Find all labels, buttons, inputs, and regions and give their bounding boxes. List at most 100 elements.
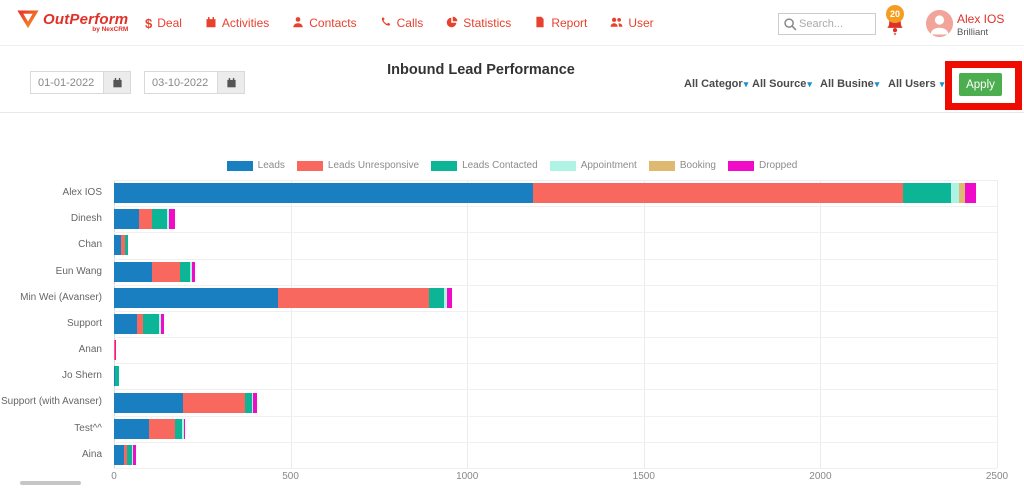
bar-segment[interactable] [114, 287, 279, 308]
bar-segment[interactable] [131, 444, 134, 465]
bar-segment[interactable] [151, 261, 181, 282]
nav-item-contacts[interactable]: Contacts [292, 16, 357, 31]
app-logo[interactable]: OutPerform by NexCRM [16, 8, 128, 35]
bar-segment[interactable] [133, 444, 136, 465]
grid-line-vertical [290, 180, 292, 468]
report-icon [534, 16, 546, 31]
bar-segment[interactable] [252, 392, 254, 413]
bar-segment[interactable] [446, 287, 452, 308]
bar-segment[interactable] [127, 444, 132, 465]
bar-segment[interactable] [114, 418, 149, 439]
y-axis-label: Min Wei (Avanser) [20, 291, 102, 303]
grid-line-horizontal [114, 389, 997, 391]
bar-segment[interactable] [148, 418, 176, 439]
nav-item-calls[interactable]: Calls [380, 16, 423, 31]
bar-segment[interactable] [443, 287, 447, 308]
chevron-down-icon: ▾ [874, 79, 880, 89]
bar-segment[interactable] [123, 444, 128, 465]
bar-segment[interactable] [183, 418, 185, 439]
nav-item-statistics[interactable]: Statistics [446, 16, 511, 31]
bar-segment[interactable] [124, 235, 129, 256]
nav-item-activities[interactable]: Activities [205, 16, 269, 31]
y-axis-label: Eun Wang [55, 265, 102, 277]
legend-item[interactable]: Booking [648, 160, 716, 171]
avatar[interactable] [926, 10, 953, 37]
bar-segment[interactable] [181, 418, 184, 439]
filter-category-dropdown[interactable]: All Categor▾ [684, 78, 748, 90]
bar-row [114, 314, 997, 334]
chart-legend: Leads Leads Unresponsive Leads Contacted Ap… [0, 160, 1024, 171]
bar-segment[interactable] [160, 314, 165, 334]
bar-segment[interactable] [951, 183, 959, 204]
nav-item-user[interactable]: User [610, 16, 654, 31]
bar-row [114, 392, 997, 413]
bar-row [114, 209, 997, 230]
bar-segment[interactable] [114, 209, 139, 230]
nav-item-deal[interactable]: $ Deal [145, 16, 182, 31]
bar-segment[interactable] [180, 261, 191, 282]
bar-segment[interactable] [191, 261, 196, 282]
user-company: Brilliant [957, 27, 989, 38]
filter-users-dropdown[interactable]: All Users ▾ [888, 78, 944, 90]
bar-segment[interactable] [114, 366, 115, 387]
calendar-icon [205, 16, 217, 31]
logo-triangle-icon [16, 8, 40, 35]
bar-row [114, 235, 997, 256]
bar-segment[interactable] [965, 183, 977, 204]
bar-segment[interactable] [114, 183, 533, 204]
legend-item[interactable]: Dropped [727, 160, 797, 171]
horizontal-scrollbar-thumb[interactable] [20, 481, 81, 485]
chart-y-axis-labels: Alex IOS Dinesh Chan Eun Wang Min Wei (Avans… [0, 180, 108, 468]
bar-segment[interactable] [166, 209, 170, 230]
legend-label: Booking [679, 160, 716, 171]
date-from-calendar-button[interactable] [103, 71, 131, 94]
y-axis-label: Test^^ [74, 422, 102, 434]
bar-segment[interactable] [114, 314, 137, 334]
legend-item[interactable]: Appointment [549, 160, 637, 171]
legend-item[interactable]: Leads [226, 160, 285, 171]
top-nav-bar: OutPerform by NexCRM $ Deal Activities C… [0, 0, 1024, 46]
bar-segment[interactable] [532, 183, 904, 204]
nav-label: User [628, 16, 654, 30]
date-to-calendar-button[interactable] [217, 71, 245, 94]
bar-segment[interactable] [903, 183, 952, 204]
legend-item[interactable]: Leads Contacted [431, 160, 538, 171]
bar-segment[interactable] [169, 209, 175, 230]
bar-segment[interactable] [114, 366, 119, 387]
y-axis-label: Dinesh [70, 213, 102, 225]
bar-segment[interactable] [121, 235, 125, 256]
nav-item-report[interactable]: Report [534, 16, 587, 31]
y-axis-label: Support (with Avanser) [1, 396, 102, 408]
grid-line-horizontal [114, 310, 997, 312]
bar-segment[interactable] [142, 314, 159, 334]
bar-segment[interactable] [114, 444, 124, 465]
bar-segment[interactable] [278, 287, 429, 308]
red-highlight-annotation [945, 61, 1022, 110]
search-box [778, 13, 876, 35]
filter-source-dropdown[interactable]: All Source▾ [752, 78, 812, 90]
bar-segment[interactable] [158, 314, 161, 334]
filter-business-dropdown[interactable]: All Busine▾ [820, 78, 879, 90]
bar-segment[interactable] [958, 183, 966, 204]
bar-segment[interactable] [138, 209, 153, 230]
bar-segment[interactable] [136, 314, 143, 334]
bar-row [114, 444, 997, 465]
bar-segment[interactable] [245, 392, 253, 413]
bar-segment[interactable] [253, 392, 257, 413]
bar-segment[interactable] [175, 418, 182, 439]
legend-item[interactable]: Leads Unresponsive [296, 160, 419, 171]
bar-segment[interactable] [428, 287, 444, 308]
date-to-input[interactable] [144, 71, 217, 94]
bar-segment[interactable] [114, 261, 152, 282]
bar-segment[interactable] [114, 235, 122, 256]
user-name[interactable]: Alex IOS [957, 12, 1005, 26]
bar-segment[interactable] [114, 392, 184, 413]
bar-segment[interactable] [190, 261, 192, 282]
apply-button[interactable]: Apply [959, 73, 1002, 96]
bar-segment[interactable] [183, 392, 246, 413]
notifications-button[interactable]: 20 [882, 5, 910, 41]
bar-segment[interactable] [152, 209, 167, 230]
date-from-input[interactable] [30, 71, 103, 94]
logo-subtitle: by NexCRM [92, 25, 129, 33]
search-input[interactable] [799, 14, 875, 34]
